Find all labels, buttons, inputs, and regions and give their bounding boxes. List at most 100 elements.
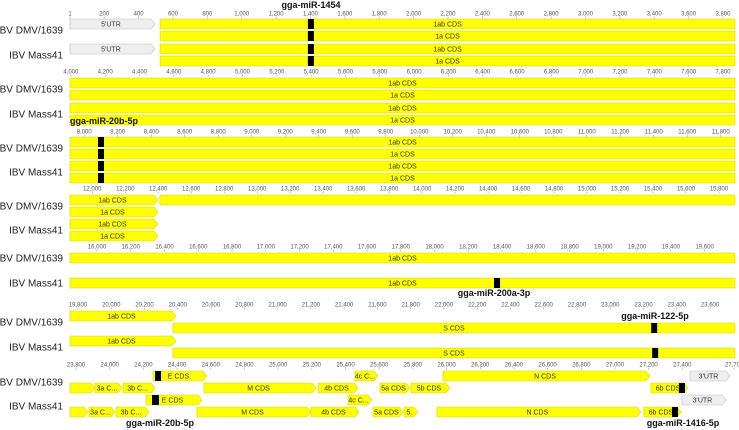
strain-name: IBV DMV/1639 [0,26,63,37]
feature-cds [643,406,682,418]
ruler-tick-label: 23,600 [701,303,720,309]
feature-cds [69,382,96,394]
ruler-tick-label: 14,000 [413,187,432,193]
feature-label: E CDS [168,374,190,381]
ruler-tick-label: 6,400 [475,70,491,76]
section-4: 12,000 12,200 12,400 12,600 12,800 13,000 13,2… [0,187,736,242]
feature-cds [69,406,89,418]
feature-label: 5a CDS [381,386,406,393]
ruler-tick-label: 10,200 [444,130,463,136]
feature-label: 3a C... [90,410,111,417]
strain-name: IBV DMV/1639 [0,378,63,389]
ruler-tick-label: 23,200 [634,303,653,309]
feature-label: 3b C... [127,386,148,393]
feature-cds [317,382,359,394]
ruler-tick-label: 1,600 [337,12,353,18]
feature-label: 1a CDS [435,59,460,66]
feature-cds [69,102,736,114]
ruler-tick-label: 15,200 [611,187,630,193]
ruler-tick-label: 18,600 [527,245,546,251]
ruler-tick-label: 14,400 [479,187,498,193]
ruler-tick-label: 11,400 [645,130,664,136]
mirna-site-marker [651,323,658,333]
ruler-tick-label: 7,000 [578,70,594,76]
ruler-tick-label: 7,800 [715,70,731,76]
ruler-tick-label: 24,200 [134,363,153,369]
ruler-tick-label: 8,200 [110,130,126,136]
ruler-tick-label: 1,000 [234,12,250,18]
feature-label: N CDS [527,410,549,417]
feature-label: 5'UTR [101,47,121,54]
feature-label: E CDS [162,398,184,405]
ruler-tick-label: 16,200 [122,245,141,251]
feature-label: 5b CDS [417,386,442,393]
ruler-tick-label: 3,600 [681,12,697,18]
feature-label: S CDS [443,326,465,333]
ruler-tick-label: 21,800 [401,303,420,309]
feature-label: 4c C... [348,398,368,405]
section-1: 1 200 400 600 800 1,000 1,200 1,400 1,600 1,800 2,… [0,12,736,67]
ruler-tick-label: 1,800 [372,12,388,18]
feature-cds [145,394,203,406]
feature-label: M CDS [247,386,270,393]
ruler-tick-label: 22,600 [535,303,554,309]
ruler-tick-label: 17,400 [324,245,343,251]
feature-label: 1ab CDS [98,198,127,205]
mirna-site-marker [97,137,105,147]
feature-cds [69,335,177,347]
feature-label: 4b CDS [324,386,349,393]
mirna-site-marker [97,161,105,171]
feature-label: 1ab CDS [388,106,417,113]
feature-label: 6b CDS [656,386,681,393]
strain-name: IBV Mass41 [9,402,63,413]
ruler-tick-label: 17,200 [290,245,309,251]
ruler-tick-label: 23,800 [67,363,86,369]
ruler-tick-label: 7,200 [613,70,629,76]
ruler-tick-label: 17,600 [358,245,377,251]
ruler-tick-label: 21,400 [335,303,354,309]
section-7: 23,800 24,000 24,200 24,400 24,600 24,800 25,0… [0,363,739,418]
ruler-tick-label: 19,000 [594,245,613,251]
ruler-tick-label: 3,800 [715,12,731,18]
ruler-tick-label: 3,200 [612,12,628,18]
ruler-tick-label: 5,200 [269,70,285,76]
mirna-label-mir-200a-3p: gga-miR-200a-3p [457,288,531,298]
feature-cds [159,55,736,67]
ruler-tick-label: 11,800 [712,130,731,136]
ruler-tick-label: 27,000 [606,363,625,369]
ruler-tick-label: 18,000 [425,245,444,251]
feature-cds [69,160,736,172]
ruler-tick-label: 24,000 [101,363,120,369]
ruler-tick-label: 24,800 [235,363,254,369]
feature-label: 1ab CDS [388,140,417,147]
ruler-tick-label: 9,400 [311,130,327,136]
feature-cds [172,322,736,334]
strain-name: IBV DMV/1639 [0,144,63,155]
mirna-label-mir-122-5p: gga-miR-122-5p [621,311,689,321]
ruler-tick-label: 1,400 [303,12,319,18]
feature-cds [403,406,419,418]
mirna-site-marker [672,407,679,417]
ruler-tick-label: 13,800 [380,187,399,193]
feature-cds [69,230,159,242]
ruler-tick-label: 26,800 [572,363,591,369]
ruler-tick-label: 24,600 [202,363,221,369]
feature-label: 1a CDS [390,176,415,183]
ruler-tick-label: 22,000 [435,303,454,309]
strain-name: IBV DMV/1639 [0,254,63,265]
mirna-site-marker [307,19,314,29]
ruler-tick-label: 18,200 [459,245,478,251]
ruler-tick-label: 27,200 [639,363,658,369]
ruler-tick-label: 13,400 [314,187,333,193]
ruler-tick-label: 2,400 [475,12,491,18]
ruler-tick-label: 24,400 [168,363,187,369]
ruler-tick-label: 26,600 [538,363,557,369]
feature-cds [69,218,159,230]
ruler-tick-label: 22,800 [568,303,587,309]
ruler-tick-label: 12,600 [182,187,201,193]
feature-label: 1a CDS [100,210,125,217]
feature-label: 3'UTR [699,374,719,381]
ruler-tick-label: 8,600 [177,130,193,136]
ruler-tick-label: 11,600 [678,130,697,136]
